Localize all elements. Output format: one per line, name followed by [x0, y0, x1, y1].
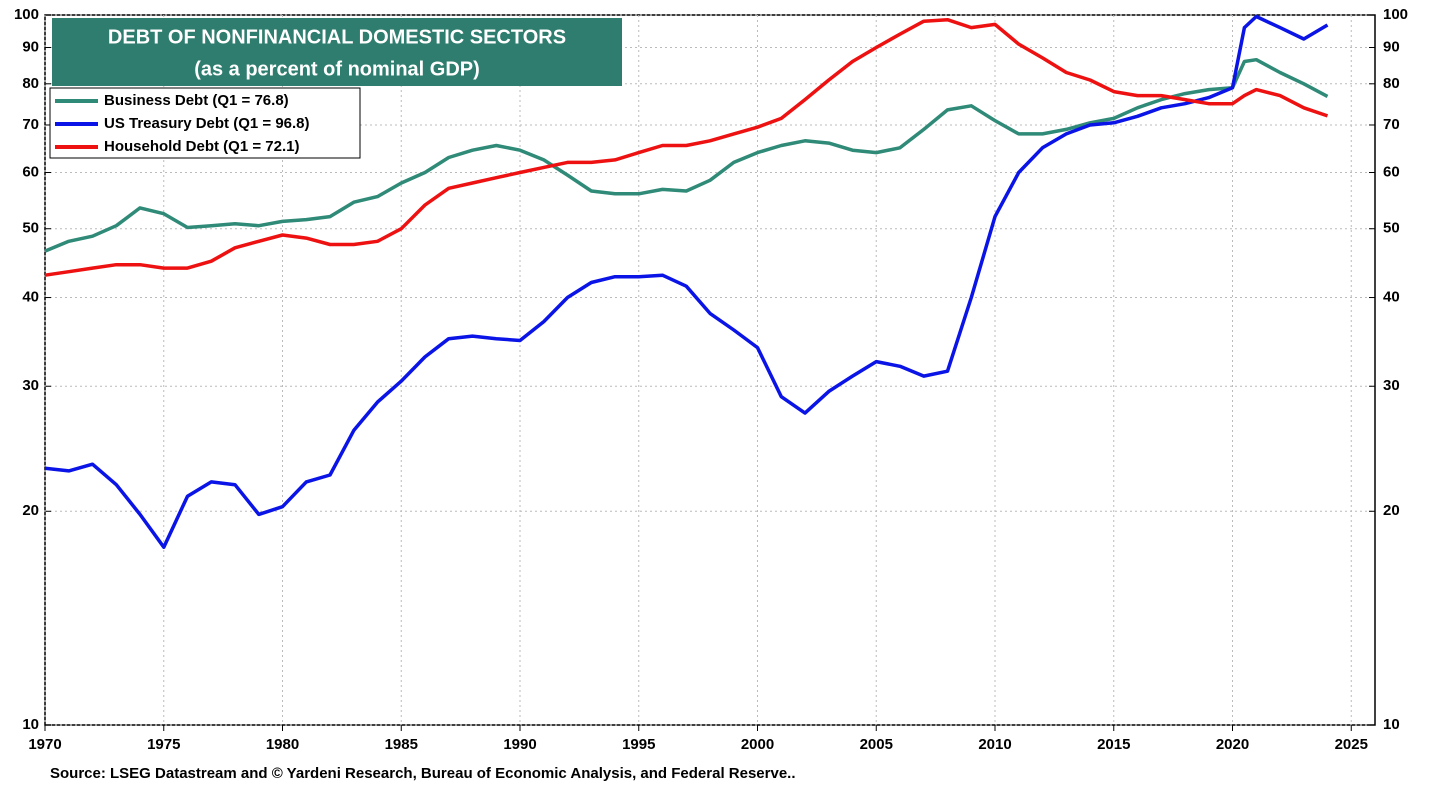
y2-tick-label: 100	[1383, 6, 1408, 23]
x-tick-label: 2020	[1216, 736, 1249, 753]
y2-tick-label: 10	[1383, 716, 1400, 733]
y-tick-label: 60	[22, 163, 39, 180]
x-tick-label: 1995	[622, 736, 655, 753]
x-tick-label: 2000	[741, 736, 774, 753]
chart-title: DEBT OF NONFINANCIAL DOMESTIC SECTORS	[108, 26, 566, 48]
legend-label: Business Debt (Q1 = 76.8)	[104, 92, 289, 109]
y2-tick-label: 70	[1383, 116, 1400, 133]
title-box	[52, 18, 622, 86]
y-tick-label: 50	[22, 220, 39, 237]
source-note: Source: LSEG Datastream and © Yardeni Re…	[50, 765, 796, 782]
x-tick-label: 1985	[385, 736, 418, 753]
y2-tick-label: 20	[1383, 502, 1400, 519]
y-tick-label: 30	[22, 377, 39, 394]
x-tick-label: 2005	[860, 736, 893, 753]
y-tick-label: 70	[22, 116, 39, 133]
legend-box	[49, 87, 361, 159]
legend-label: Household Debt (Q1 = 72.1)	[104, 138, 299, 155]
legend-label: US Treasury Debt (Q1 = 96.8)	[104, 115, 310, 132]
x-tick-label: 1975	[147, 736, 180, 753]
series-line	[44, 17, 1329, 277]
series-line	[44, 14, 1329, 549]
lines	[44, 14, 1329, 549]
x-tick-label: 1980	[266, 736, 299, 753]
y2-tick-label: 80	[1383, 75, 1400, 92]
series-line	[44, 57, 1329, 253]
y2-tick-label: 60	[1383, 163, 1400, 180]
y-tick-label: 80	[22, 75, 39, 92]
x-tick-label: 1970	[28, 736, 61, 753]
chart-subtitle: (as a percent of nominal GDP)	[194, 58, 480, 80]
x-tick-label: 2015	[1097, 736, 1130, 753]
y-tick-label: 20	[22, 502, 39, 519]
y-tick-label: 10	[22, 716, 39, 733]
y2-tick-label: 50	[1383, 220, 1400, 237]
y-tick-label: 40	[22, 289, 39, 306]
y-tick-label: 90	[22, 38, 39, 55]
y-tick-label: 100	[14, 6, 39, 23]
x-tick-label: 1990	[503, 736, 536, 753]
legend: Business Debt (Q1 = 76.8) US Treasury Deb…	[55, 92, 310, 155]
x-tick-label: 2025	[1335, 736, 1368, 753]
y2-tick-label: 90	[1383, 38, 1400, 55]
x-tick-label: 2010	[978, 736, 1011, 753]
y2-tick-label: 40	[1383, 289, 1400, 306]
y2-tick-label: 30	[1383, 377, 1400, 394]
